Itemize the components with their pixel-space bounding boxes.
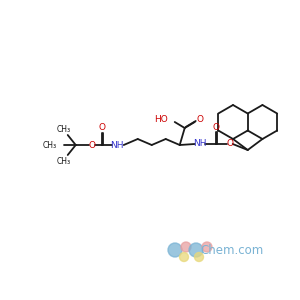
Circle shape xyxy=(194,253,203,262)
Circle shape xyxy=(168,243,182,257)
Text: HO: HO xyxy=(154,115,168,124)
Text: O: O xyxy=(98,124,105,133)
Text: Chem.com: Chem.com xyxy=(200,244,264,257)
Text: O: O xyxy=(88,140,95,149)
Circle shape xyxy=(189,243,203,257)
Text: NH: NH xyxy=(110,140,124,149)
Text: CH₃: CH₃ xyxy=(57,124,71,134)
Circle shape xyxy=(179,253,188,262)
Text: O: O xyxy=(226,139,233,148)
Text: O: O xyxy=(196,115,203,124)
Text: CH₃: CH₃ xyxy=(57,157,71,166)
Text: NH: NH xyxy=(193,140,206,148)
Text: O: O xyxy=(212,122,219,131)
Circle shape xyxy=(181,242,191,252)
Text: CH₃: CH₃ xyxy=(43,140,57,149)
Circle shape xyxy=(202,242,212,252)
